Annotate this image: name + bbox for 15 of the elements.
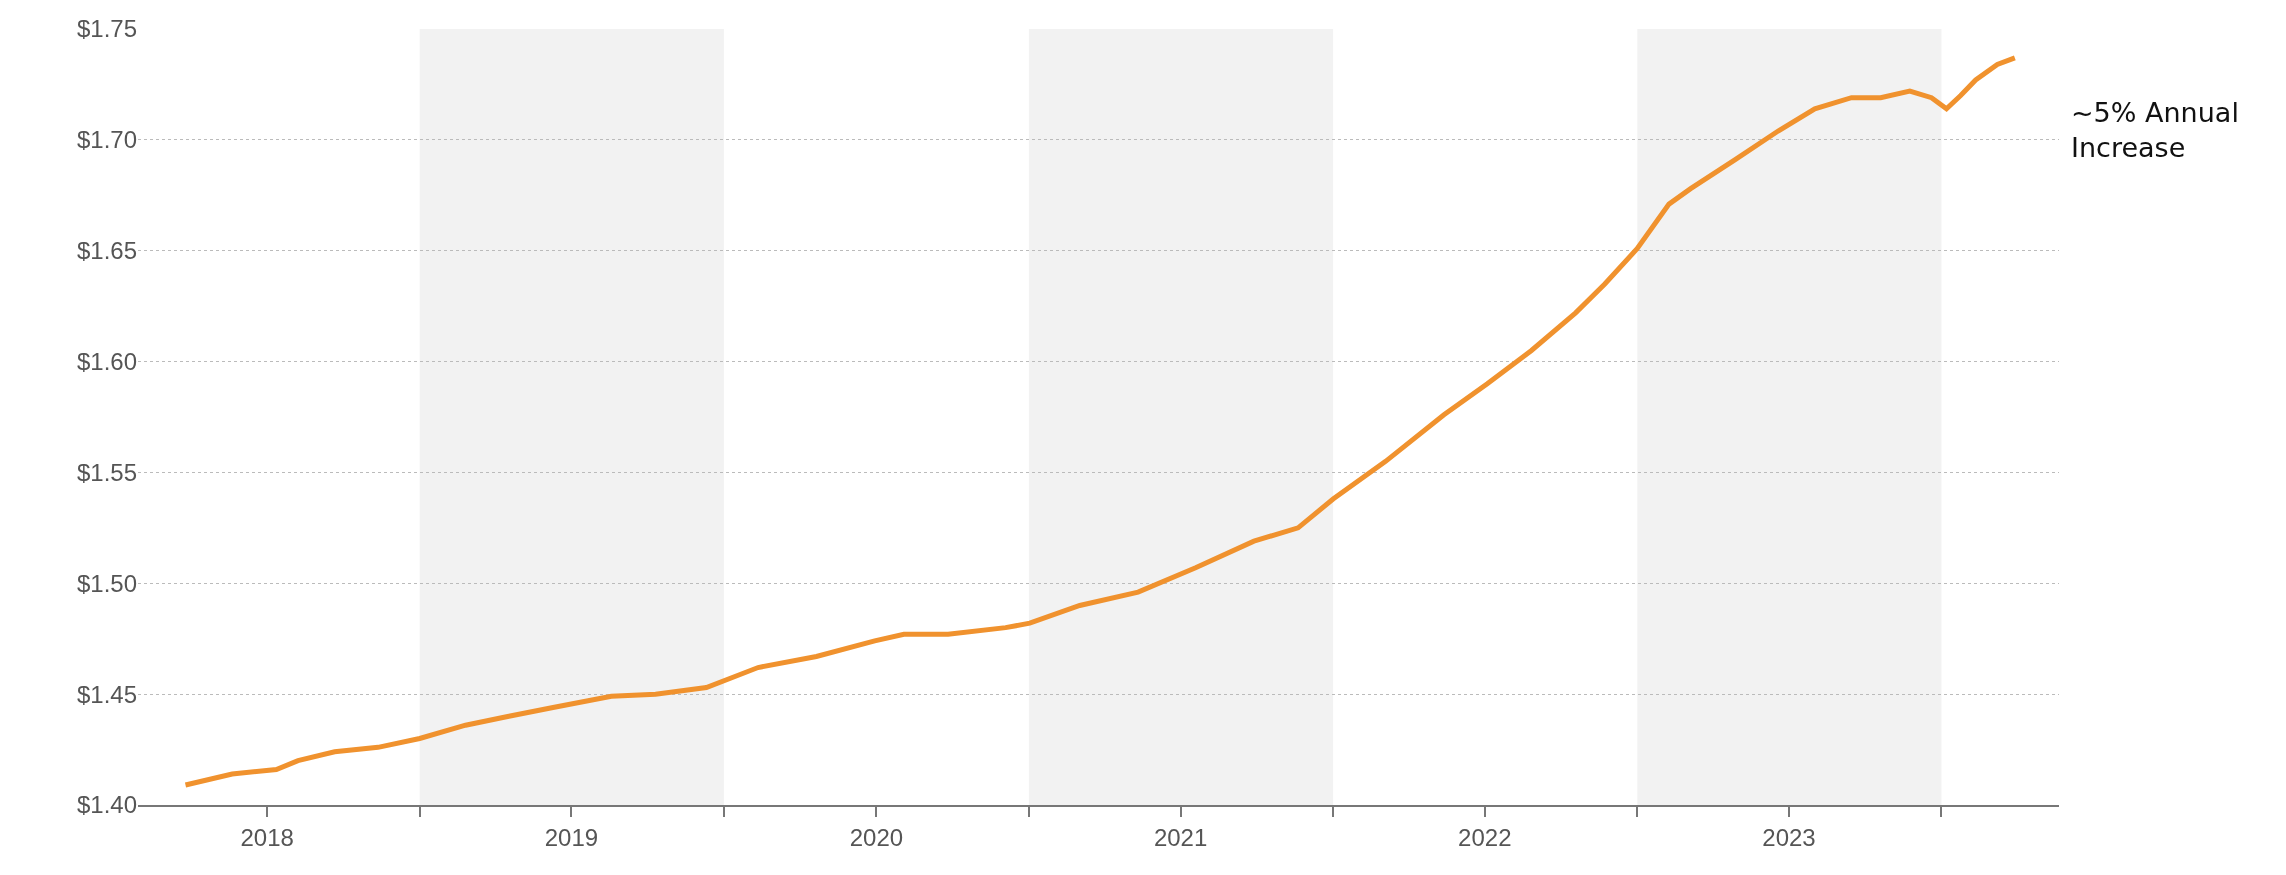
y-tick-label: $1.45 [76, 680, 137, 708]
x-tick-label: 2020 [849, 823, 904, 851]
y-tick-label: $1.40 [76, 791, 137, 819]
y-tick-label: $1.75 [76, 15, 137, 43]
y-tick-label: $1.65 [76, 237, 137, 265]
x-tick-label: 2022 [1458, 823, 1512, 851]
x-tick-label: 2019 [544, 823, 599, 851]
y-tick-label: $1.50 [76, 569, 137, 597]
y-tick-label: $1.55 [76, 458, 137, 486]
y-tick-label: $1.70 [76, 126, 137, 154]
y-tick-label: $1.60 [76, 347, 137, 375]
text: ~5% Annual Increase [2071, 97, 2239, 164]
x-tick-label: 2023 [1762, 823, 1816, 851]
x-tick-label: 2018 [240, 823, 294, 851]
x-tick-label: 2021 [1153, 823, 1208, 851]
